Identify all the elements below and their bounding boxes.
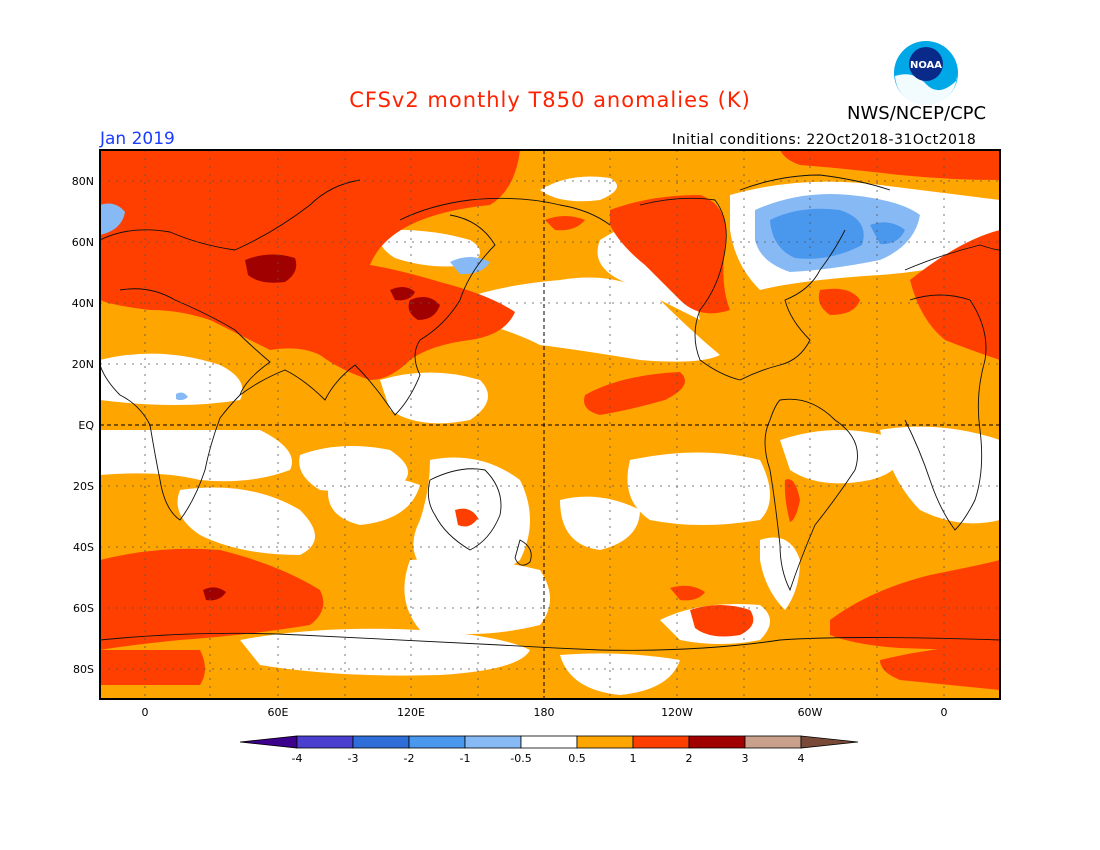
lon-label: 60W <box>798 706 823 719</box>
field-neutral <box>380 372 488 424</box>
longitude-labels: 0 60E 120E 180 120W 60W 0 <box>142 706 948 719</box>
field-neutral <box>540 176 618 202</box>
field-warm <box>690 605 754 637</box>
colorbar: -4 -3 -2 -1 -0.5 0.5 1 2 3 4 <box>239 735 859 765</box>
field-warm <box>100 650 205 685</box>
colorbar-label: 1 <box>630 752 637 765</box>
colorbar-label: -1 <box>460 752 471 765</box>
reference-lines <box>100 150 1000 699</box>
field-neutral <box>177 487 315 555</box>
field-neutral <box>760 537 800 610</box>
lat-label: 20S <box>73 480 94 493</box>
field-cool <box>176 392 188 401</box>
field-hot <box>245 254 297 283</box>
lon-label: 60E <box>268 706 289 719</box>
lat-label: 40N <box>72 297 94 310</box>
colorbar-swatch <box>576 735 634 749</box>
field-cool <box>450 257 490 275</box>
colorbar-swatch <box>688 735 746 749</box>
latitude-labels: 80N 60N 40N 20N EQ 20S 40S 60S 80S <box>72 175 95 676</box>
lat-label: 60N <box>72 236 94 249</box>
colorbar-label: 3 <box>742 752 749 765</box>
field-neutral <box>404 558 550 634</box>
colorbar-label: 0.5 <box>568 752 586 765</box>
field-neutral <box>780 430 902 484</box>
colorbar-min-arrow <box>239 735 298 749</box>
field-hot <box>408 296 440 320</box>
field-neutral <box>560 496 640 550</box>
colorbar-label: 2 <box>686 752 693 765</box>
field-warm <box>455 508 478 527</box>
field-neutral <box>560 653 680 695</box>
field-warm <box>780 150 1000 180</box>
noaa-logo-text: NOAA <box>910 60 942 71</box>
colorbar-swatch <box>352 735 410 749</box>
field-neutral <box>627 452 770 525</box>
colorbar-swatch <box>464 735 522 749</box>
lat-label: EQ <box>78 419 94 432</box>
colorbar-label: -3 <box>348 752 359 765</box>
field-neutral <box>328 476 420 525</box>
field-hot <box>203 587 226 601</box>
lon-label: 120E <box>397 706 425 719</box>
field-warm <box>830 560 1000 650</box>
field-warm <box>610 195 730 314</box>
colorbar-swatch <box>520 735 578 749</box>
lon-label: 180 <box>534 706 555 719</box>
field-cool <box>100 203 125 235</box>
lon-label: 0 <box>941 706 948 719</box>
field-neutral <box>100 353 243 405</box>
gridlines <box>100 150 1000 699</box>
field-warm <box>670 585 705 601</box>
colorbar-swatch <box>632 735 690 749</box>
lat-label: 20N <box>72 358 94 371</box>
lon-label: 0 <box>142 706 149 719</box>
field-warm <box>584 372 685 415</box>
field-warm <box>545 216 585 231</box>
field-warm <box>100 150 520 380</box>
colorbar-swatch <box>296 735 354 749</box>
noaa-logo: NOAA <box>894 41 958 106</box>
lat-label: 60S <box>73 602 94 615</box>
chart-title: CFSv2 monthly T850 anomalies (K) <box>349 88 751 112</box>
initial-conditions: Initial conditions: 22Oct2018-31Oct2018 <box>672 132 977 148</box>
lat-label: 80S <box>73 663 94 676</box>
lon-label: 120W <box>661 706 693 719</box>
field-neutral <box>100 430 292 482</box>
field-neutral <box>880 426 1000 524</box>
field-neutral <box>379 229 480 267</box>
colorbar-label: -0.5 <box>510 752 531 765</box>
colorbar-label: -2 <box>404 752 415 765</box>
lat-label: 40S <box>73 541 94 554</box>
colorbar-swatch <box>408 735 466 749</box>
colorbar-label: 4 <box>798 752 805 765</box>
colorbar-label: -4 <box>292 752 303 765</box>
lat-label: 80N <box>72 175 94 188</box>
field-neutral <box>460 277 720 362</box>
field-warm <box>784 479 800 522</box>
colorbar-swatch <box>744 735 802 749</box>
coastlines <box>100 174 1000 651</box>
field-warm <box>880 645 1000 690</box>
agency-label: NWS/NCEP/CPC <box>847 103 987 124</box>
colorbar-max-arrow <box>800 735 859 749</box>
field-hot <box>390 286 415 301</box>
map-frame <box>99 149 1001 700</box>
field-cold <box>770 208 864 259</box>
field-warm <box>818 288 860 315</box>
field-neutral <box>240 628 530 676</box>
field-warm <box>910 230 1000 360</box>
field-cold <box>870 222 905 245</box>
forecast-month: Jan 2019 <box>100 129 175 149</box>
